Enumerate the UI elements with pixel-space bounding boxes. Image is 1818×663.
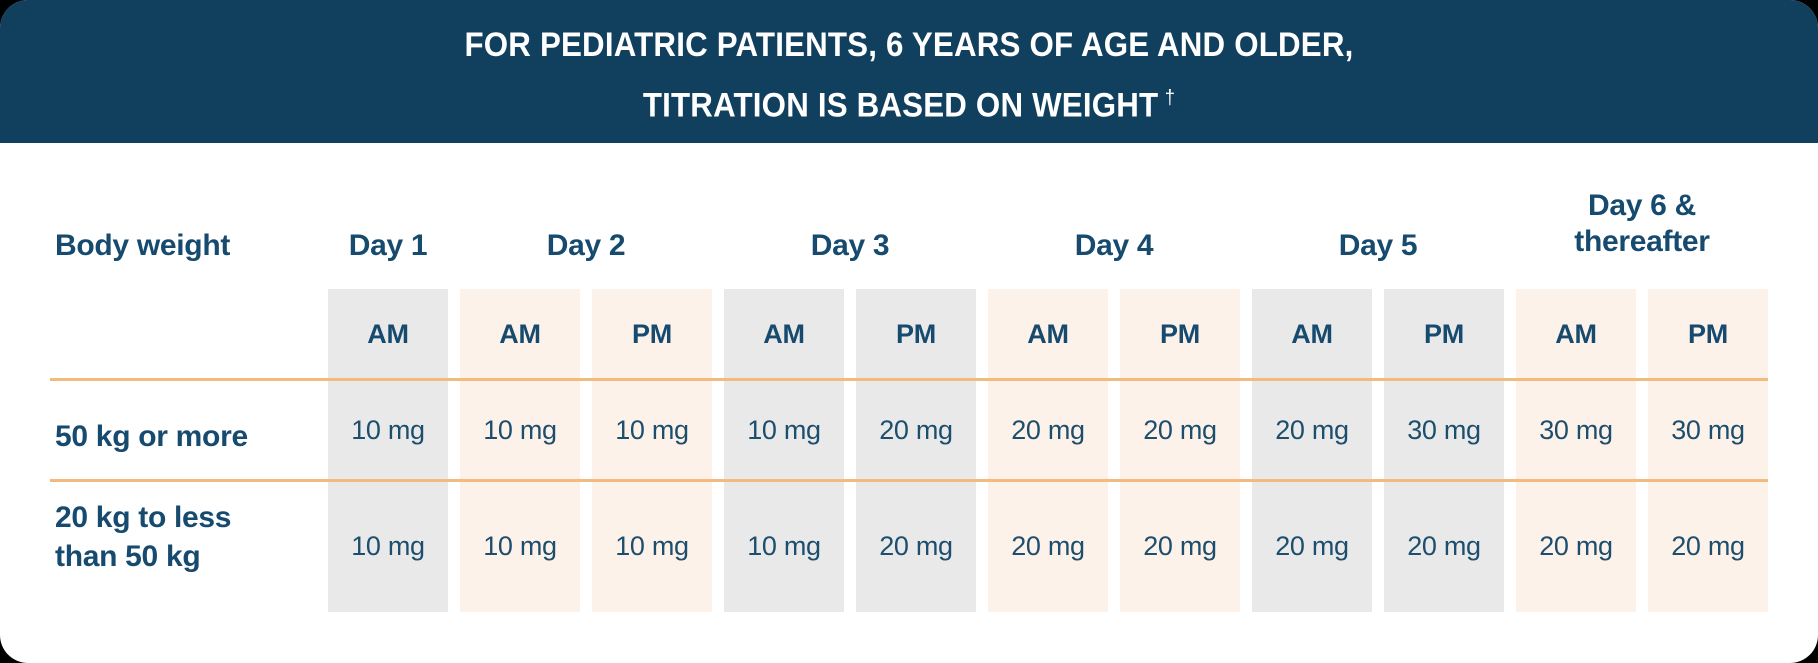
dose-cell: 20 mg <box>1143 530 1217 561</box>
body-weight-header: Body weight <box>55 229 231 262</box>
dose-cell: 20 mg <box>1275 530 1349 561</box>
dose-cell: 20 mg <box>1407 530 1481 561</box>
slot-label: PM <box>1688 319 1728 349</box>
dose-cell: 10 mg <box>747 530 821 561</box>
dose-cell: 10 mg <box>615 530 689 561</box>
dose-cell: 10 mg <box>351 414 425 445</box>
slot-label: AM <box>1291 319 1333 349</box>
dose-cell: 20 mg <box>1143 414 1217 445</box>
dose-cell: 20 mg <box>879 414 953 445</box>
column-day5-am: AM 20 mg 20 mg <box>1252 289 1372 612</box>
slot-label: PM <box>896 319 936 349</box>
slot-label: PM <box>632 319 672 349</box>
dagger-footnote-marker: † <box>1164 87 1176 109</box>
dose-cell: 10 mg <box>615 414 689 445</box>
slot-label: AM <box>763 319 805 349</box>
divider-line-bottom <box>50 479 1768 482</box>
column-day4-pm: PM 20 mg 20 mg <box>1120 289 1240 612</box>
dose-cell: 20 mg <box>1011 414 1085 445</box>
day6-header-line1: Day 6 & <box>1588 189 1696 222</box>
column-day3-am: AM 10 mg 10 mg <box>724 289 844 612</box>
column-day6-pm: PM 30 mg 20 mg <box>1648 289 1768 612</box>
day3-header: Day 3 <box>810 229 890 262</box>
dose-cell: 20 mg <box>879 530 953 561</box>
dose-cell: 10 mg <box>483 530 557 561</box>
row-label-20kg-to-less-than-50kg: 20 kg to less than 50 kg <box>55 501 232 573</box>
dose-cell: 20 mg <box>1275 414 1349 445</box>
day6-header-line2: thereafter <box>1574 225 1710 258</box>
column-day2-am: AM 10 mg 10 mg <box>460 289 580 612</box>
dose-cell: 30 mg <box>1671 414 1745 445</box>
dose-cell: 20 mg <box>1671 530 1745 561</box>
dose-cell: 20 mg <box>1539 530 1613 561</box>
column-day4-am: AM 20 mg 20 mg <box>988 289 1108 612</box>
dose-cell: 10 mg <box>483 414 557 445</box>
banner-title-line1: FOR PEDIATRIC PATIENTS, 6 YEARS OF AGE A… <box>464 26 1354 64</box>
day2-header: Day 2 <box>546 229 626 262</box>
row-label-50kg-or-more: 50 kg or more <box>55 420 248 453</box>
day5-header: Day 5 <box>1338 229 1418 262</box>
day4-header: Day 4 <box>1074 229 1154 262</box>
banner-title-line2-text: TITRATION IS BASED ON WEIGHT <box>642 86 1159 125</box>
slot-label: PM <box>1424 319 1464 349</box>
banner: FOR PEDIATRIC PATIENTS, 6 YEARS OF AGE A… <box>0 0 1818 143</box>
slot-label: AM <box>1027 319 1069 349</box>
dose-cell: 10 mg <box>747 414 821 445</box>
slot-label: AM <box>1555 319 1597 349</box>
dose-cell: 10 mg <box>351 530 425 561</box>
column-day3-pm: PM 20 mg 20 mg <box>856 289 976 612</box>
slot-label: AM <box>367 319 409 349</box>
dose-cell: 30 mg <box>1407 414 1481 445</box>
column-day6-am: AM 30 mg 20 mg <box>1516 289 1636 612</box>
dose-cell: 20 mg <box>1011 530 1085 561</box>
column-day2-pm: PM 10 mg 10 mg <box>592 289 712 612</box>
day6-header: Day 6 & thereafter <box>1512 188 1772 260</box>
slot-label: PM <box>1160 319 1200 349</box>
banner-title: FOR PEDIATRIC PATIENTS, 6 YEARS OF AGE A… <box>73 19 1746 132</box>
divider-line-top <box>50 378 1768 381</box>
column-day1-am: AM 10 mg 10 mg <box>328 289 448 612</box>
slot-label: AM <box>499 319 541 349</box>
day1-header: Day 1 <box>348 229 428 262</box>
banner-title-line2: TITRATION IS BASED ON WEIGHT † <box>73 72 1746 132</box>
column-day5-pm: PM 30 mg 20 mg <box>1384 289 1504 612</box>
dose-cell: 30 mg <box>1539 414 1613 445</box>
